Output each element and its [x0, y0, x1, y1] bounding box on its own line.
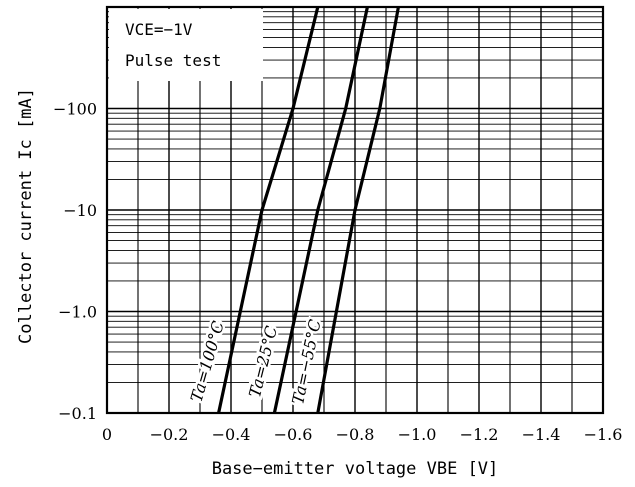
- x-tick-label: −1.2: [460, 425, 499, 444]
- x-tick-label: −0.6: [274, 425, 313, 444]
- y-tick-label: −100: [53, 100, 97, 119]
- x-tick-label: −0.4: [212, 425, 251, 444]
- y-tick-label: −0.1: [58, 404, 97, 423]
- x-tick-label: −1.0: [398, 425, 437, 444]
- x-tick-label: −0.2: [150, 425, 189, 444]
- tick-labels: 0 −0.2 −0.4 −0.6 −0.8 −1.0 −1.2 −1.4 −1.6 −0.1 −1.…: [53, 100, 622, 445]
- x-axis-title: Base−emitter voltage VBE [V]: [212, 459, 499, 479]
- series-line: [316, 6, 400, 414]
- series-line: [217, 6, 320, 414]
- series-label: Ta=25°C: [245, 324, 281, 399]
- note-box: [109, 9, 263, 81]
- note-pulse-test: Pulse test: [125, 51, 221, 70]
- chart-grid: [107, 7, 603, 413]
- y-tick-label: −1.0: [58, 303, 97, 322]
- y-axis-title: Collector current Ic [mA]: [16, 88, 36, 344]
- series-line: [272, 6, 369, 414]
- x-tick-label: −0.8: [336, 425, 375, 444]
- x-tick-label: 0: [102, 425, 112, 444]
- x-tick-label: −1.4: [522, 425, 561, 444]
- note-vce: VCE=−1V: [125, 20, 193, 39]
- x-tick-label: −1.6: [584, 425, 623, 444]
- y-tick-label: −10: [63, 201, 97, 220]
- plot-frame: [105, 5, 605, 415]
